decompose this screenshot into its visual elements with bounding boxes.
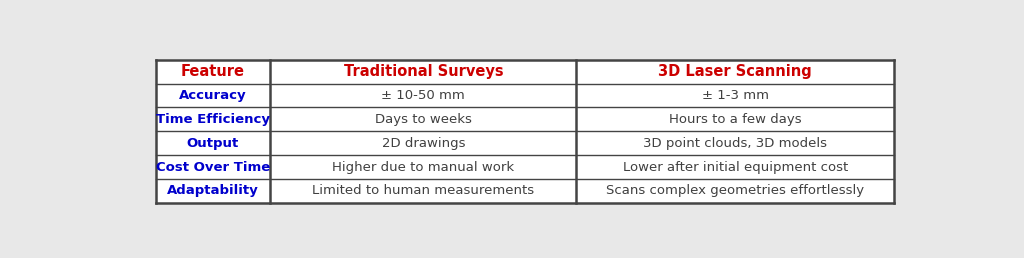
Text: 3D Laser Scanning: 3D Laser Scanning xyxy=(658,64,812,79)
Text: ± 1-3 mm: ± 1-3 mm xyxy=(701,89,769,102)
Text: ± 10-50 mm: ± 10-50 mm xyxy=(382,89,465,102)
Text: 2D drawings: 2D drawings xyxy=(382,137,465,150)
Text: Accuracy: Accuracy xyxy=(179,89,247,102)
Text: 3D point clouds, 3D models: 3D point clouds, 3D models xyxy=(643,137,827,150)
Text: Traditional Surveys: Traditional Surveys xyxy=(343,64,503,79)
Text: Hours to a few days: Hours to a few days xyxy=(669,113,802,126)
Text: Adaptability: Adaptability xyxy=(167,184,259,197)
Text: Feature: Feature xyxy=(181,64,245,79)
Text: Lower after initial equipment cost: Lower after initial equipment cost xyxy=(623,160,848,174)
Text: Days to weeks: Days to weeks xyxy=(375,113,472,126)
Text: Higher due to manual work: Higher due to manual work xyxy=(332,160,514,174)
Text: Limited to human measurements: Limited to human measurements xyxy=(312,184,535,197)
Text: Output: Output xyxy=(186,137,239,150)
Text: Scans complex geometries effortlessly: Scans complex geometries effortlessly xyxy=(606,184,864,197)
Text: Time Efficiency: Time Efficiency xyxy=(156,113,270,126)
FancyBboxPatch shape xyxy=(156,60,894,203)
Text: Cost Over Time: Cost Over Time xyxy=(156,160,270,174)
